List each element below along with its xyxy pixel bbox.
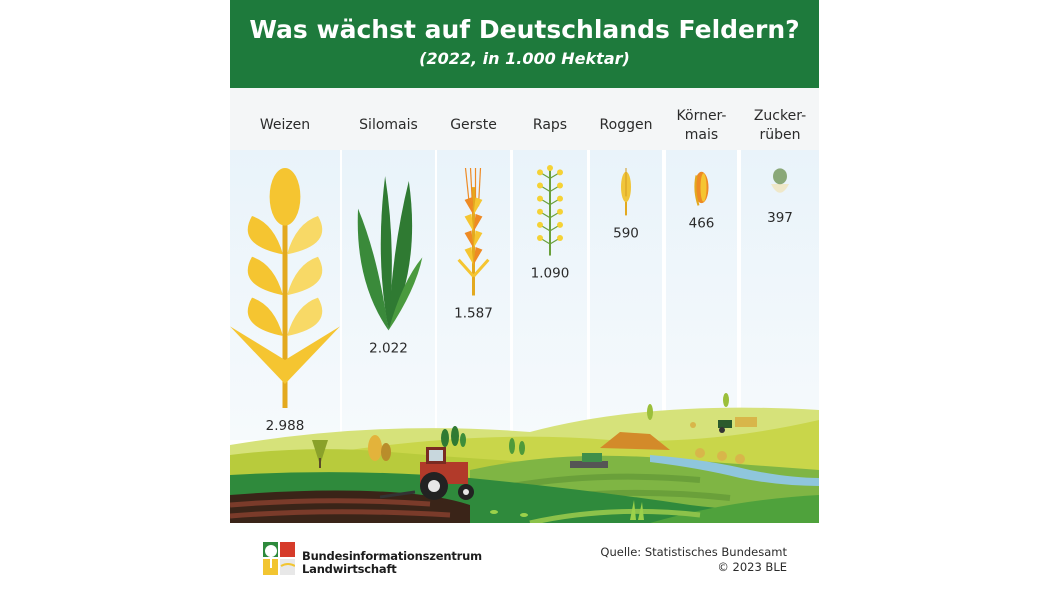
source-line: Quelle: Statistisches Bundesamt — [600, 545, 787, 559]
copyright-line: © 2023 BLE — [717, 560, 787, 574]
category-label: Raps — [533, 117, 567, 133]
category-label: Zucker-rüben — [754, 108, 806, 143]
river — [650, 455, 819, 486]
barley-icon — [457, 167, 490, 296]
red-tractor — [379, 447, 474, 500]
category-label: Roggen — [600, 117, 653, 133]
value-label: 466 — [689, 215, 715, 231]
small-tractor — [718, 417, 757, 433]
farmland-landscape — [230, 393, 819, 523]
sugar-beet-icon — [771, 168, 789, 193]
ble-logo-icon — [263, 542, 295, 575]
silage-maize-icon — [357, 176, 423, 331]
value-label: 397 — [767, 210, 793, 226]
organization-name-line2: Landwirtschaft — [302, 562, 397, 576]
chart-title: Was wächst auf Deutschlands Feldern? — [249, 15, 800, 44]
value-label: 590 — [613, 225, 639, 241]
category-label: Weizen — [260, 117, 310, 133]
wheat-icon — [230, 168, 340, 408]
header-bar: Was wächst auf Deutschlands Feldern? (20… — [230, 0, 819, 88]
harvest-field — [600, 432, 670, 450]
hay-bales — [690, 422, 745, 464]
organization-name: Bundesinformationszentrum Landwirtschaft — [302, 550, 482, 576]
label-band — [230, 88, 819, 150]
organization-name-line1: Bundesinformationszentrum — [302, 549, 482, 563]
footer — [230, 523, 819, 590]
value-label: 1.090 — [531, 266, 570, 282]
column-background — [741, 150, 819, 440]
source-note: Quelle: Statistisches Bundesamt © 2023 B… — [600, 545, 787, 575]
combine-harvester — [570, 453, 608, 468]
infographic-card: Was wächst auf Deutschlands Feldern? (20… — [230, 0, 819, 590]
category-label: Gerste — [450, 117, 497, 133]
category-label: Körner-mais — [677, 108, 727, 143]
chart-subtitle: (2022, in 1.000 Hektar) — [419, 49, 630, 68]
grass-tufts — [490, 500, 644, 520]
category-label: Silomais — [359, 117, 418, 133]
rye-icon — [621, 168, 631, 216]
trees — [312, 393, 729, 468]
crop-chart: Weizen 2.988 Silomais 2.022 Gerste 1.587 Raps 1… — [230, 108, 819, 523]
value-label: 2.988 — [266, 418, 305, 434]
rapeseed-icon — [537, 165, 563, 256]
grain-maize-icon — [694, 171, 709, 206]
value-label: 1.587 — [454, 305, 493, 321]
value-label: 2.022 — [369, 340, 408, 356]
